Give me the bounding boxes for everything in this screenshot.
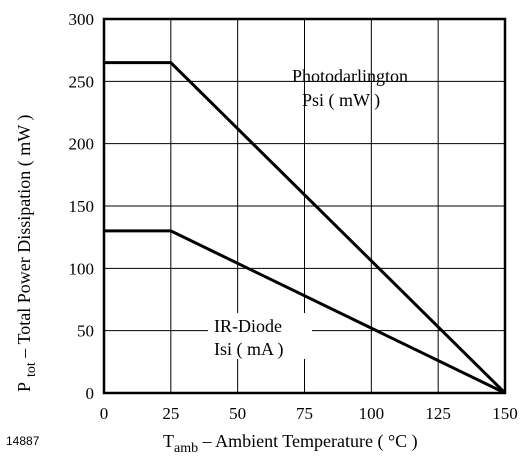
ir-diode-unit-label: Isi ( mA ) — [214, 339, 284, 360]
y-tick-label: 300 — [69, 10, 95, 29]
y-tick-label: 0 — [86, 384, 95, 403]
x-tick-label: 150 — [492, 404, 518, 423]
y-axis-label-sub: tot — [24, 362, 39, 377]
series-lines — [104, 61, 507, 395]
x-axis-label-main: T — [163, 431, 174, 451]
y-tick-label: 200 — [69, 135, 95, 154]
plot-frame — [102, 17, 507, 395]
y-tick-label: 50 — [77, 322, 94, 341]
x-tick-label: 75 — [296, 404, 313, 423]
x-tick-label: 25 — [162, 404, 179, 423]
x-tick-label: 125 — [425, 404, 451, 423]
y-tick-label: 250 — [69, 72, 95, 91]
photodarlington-unit-label: Psi ( mW ) — [302, 90, 380, 111]
x-axis-label-rest: – Ambient Temperature ( °C ) — [198, 431, 418, 452]
y-axis-label-main: P — [14, 382, 34, 392]
x-tick-label: 50 — [229, 404, 246, 423]
photodarlington-line — [104, 61, 507, 395]
y-axis-label: Ptot – Total Power Dissipation ( mW ) — [14, 115, 39, 392]
ir-diode-line — [104, 229, 506, 395]
figure-number: 14887 — [6, 434, 40, 448]
y-axis-label-rest: – Total Power Dissipation ( mW ) — [14, 115, 35, 363]
ir-diode-label-background — [208, 313, 312, 359]
x-axis-label-sub: amb — [174, 441, 198, 456]
y-tick-label: 100 — [69, 259, 95, 278]
x-tick-label: 100 — [359, 404, 385, 423]
y-tick-label: 150 — [69, 197, 95, 216]
photodarlington-label: Photodarlington — [292, 66, 408, 86]
y-tick-labels: 0 50 100 150 200 250 300 — [69, 10, 95, 403]
x-tick-label: 0 — [100, 404, 109, 423]
x-tick-labels: 0 25 50 75 100 125 150 — [100, 404, 518, 423]
x-axis-label: Tamb – Ambient Temperature ( °C ) — [163, 431, 418, 456]
ir-diode-label: IR-Diode — [214, 316, 282, 336]
